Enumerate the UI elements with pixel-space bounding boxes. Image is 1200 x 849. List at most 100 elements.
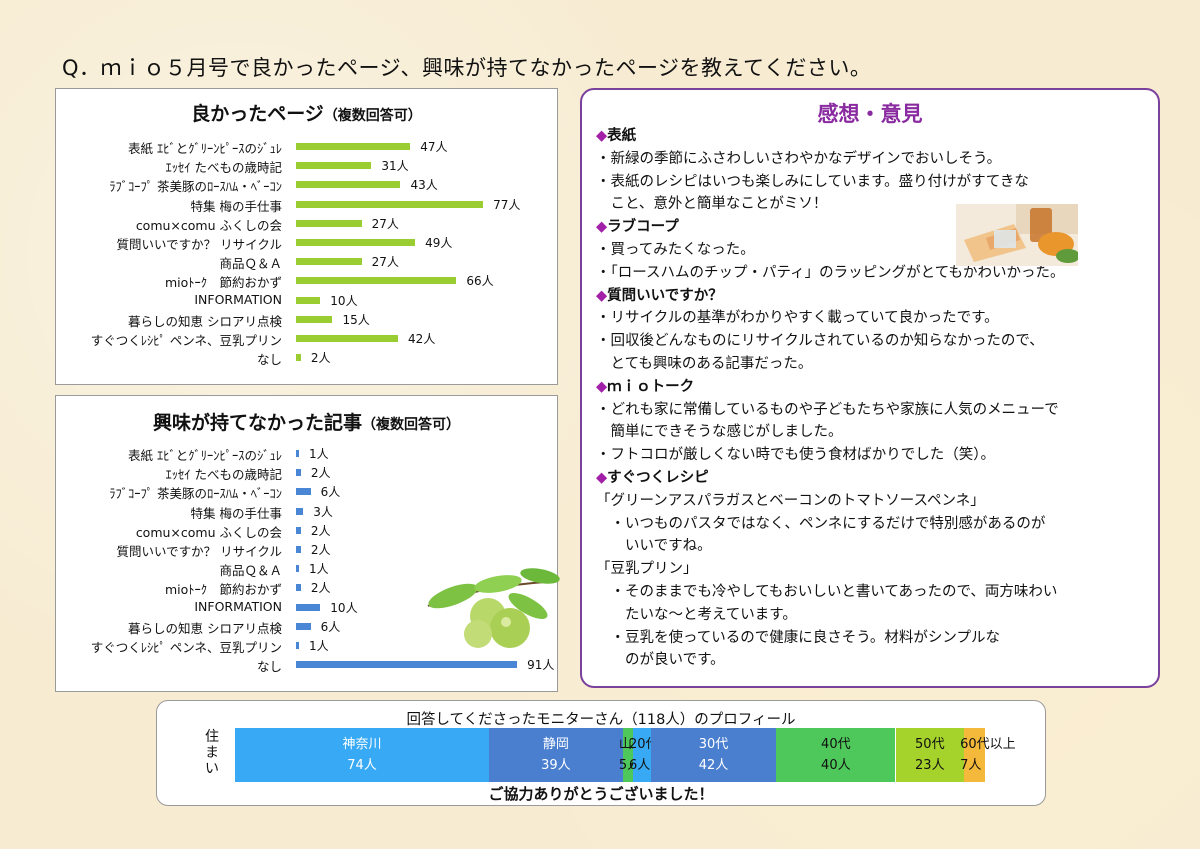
good-chart-value-label: 27人 <box>371 216 399 231</box>
profile-segment-label: 神奈川 74人 <box>235 734 489 776</box>
profile-segment-value: 7人 <box>960 758 982 773</box>
good-chart-bar <box>296 354 301 362</box>
good-chart-category-label: 商品Ｑ＆Ａ <box>219 256 282 272</box>
comment-heading-text: ラブコープ <box>607 219 679 236</box>
good-chart-category-label: mioﾄｰｸ 節約おかず <box>164 275 282 291</box>
bad-chart-value-label: 2人 <box>310 523 331 538</box>
good-chart-category-label: すぐつくﾚｼﾋﾟ ペンネ、豆乳プリン <box>90 333 282 348</box>
profile-segment-name: 50代 <box>915 737 945 752</box>
bad-chart-value-label: 2人 <box>310 466 331 481</box>
profile-segment <box>776 728 896 782</box>
bad-chart-value-label: 10人 <box>330 600 358 615</box>
good-chart-bar <box>296 258 362 266</box>
good-chart-value-label: 42人 <box>408 332 436 346</box>
good-chart-value-label: 43人 <box>410 178 438 193</box>
comment-heading-text: 表紙 <box>607 128 637 144</box>
bad-chart-bar <box>296 546 301 553</box>
bad-chart-bar <box>296 584 301 592</box>
good-chart-bar <box>296 162 372 170</box>
bad-chart-category-label: なし <box>256 659 282 675</box>
good-chart-bar <box>296 143 411 150</box>
good-chart-value-label: 77人 <box>493 197 521 212</box>
comment-line: ・回収後どんなものにリサイクルされているのか知らなかったので、 <box>596 333 1044 350</box>
good-chart-value-label: 10人 <box>330 293 358 308</box>
comment-line: ・そのままでも冷やしてもおいしいと書いてあったので、両方味わい <box>596 584 1058 600</box>
comment-line: ・リサイクルの基準がわかりやすく載っていて良かったです。 <box>596 310 999 327</box>
good-chart-value-label: 66人 <box>466 274 494 289</box>
bad-chart-value-label: 3人 <box>313 504 333 519</box>
profile-segment-value: 23人 <box>915 758 945 773</box>
bad-chart-value-label: 91人 <box>527 658 555 673</box>
comment-line: とても興味のある記事だった。 <box>596 356 813 372</box>
profile-segment-name: 神奈川 <box>342 737 382 752</box>
bad-chart-value-label: 2人 <box>310 581 331 596</box>
comment-line: ・豆乳を使っているので健康に良さそう。材料がシンプルな <box>596 629 1000 646</box>
profile-segment <box>488 728 623 782</box>
bad-chart-value-label: 1人 <box>309 447 329 461</box>
profile-segment-name: 60代以上 <box>960 737 1016 752</box>
profile-segment <box>964 728 985 782</box>
good-chart-category-label: なし <box>256 352 282 368</box>
diamond-bullet-icon: ◆ <box>596 470 608 486</box>
bad-chart-bar <box>296 450 299 457</box>
good-chart-category-label: comu×comu ふくしの会 <box>135 217 282 233</box>
profile-segment <box>633 728 651 782</box>
comments-panel: 感想・意見 ◆表紙 ・新緑の季節にふさわしいさわやかなデザインでおいしそう。 ・表紙… <box>580 88 1160 688</box>
bad-chart-bar <box>296 507 304 515</box>
good-chart-value-label: 15人 <box>342 312 370 327</box>
good-chart-category-label: ｴｯｾｲ たべもの歳時記 <box>165 160 282 176</box>
comment-line: ・どれも家に常備しているものや子どもたちや家族に人気のメニューで <box>596 401 1059 418</box>
profile-segment <box>235 728 489 782</box>
profile-segment-value: 42人 <box>698 758 729 773</box>
comment-line: いいですね。 <box>596 538 712 555</box>
bad-chart-bar <box>296 642 299 649</box>
bad-chart-bar <box>296 603 321 611</box>
bad-chart-category-label: 特集 梅の手仕事 <box>190 505 282 521</box>
profile-segment-value: 40人 <box>821 758 851 773</box>
bad-chart-category-label: mioﾄｰｸ 節約おかず <box>164 582 282 598</box>
profile-segment-label: 40代 40人 <box>776 734 895 776</box>
profile-segment <box>650 728 777 782</box>
good-chart-title: 良かったページ <box>191 103 324 125</box>
bad-chart-bar <box>296 565 299 573</box>
bad-chart-value-label: 1人 <box>309 562 329 577</box>
profile-segment-value: 74人 <box>347 758 377 773</box>
profile-segment <box>895 728 965 782</box>
bad-chart-category-label: すぐつくﾚｼﾋﾟ ペンネ、豆乳プリン <box>90 640 282 655</box>
good-chart-bar <box>296 296 321 304</box>
good-chart-bar <box>296 181 401 189</box>
bad-chart-category-label: INFORMATION <box>194 598 282 614</box>
comment-line: ・「ロースハムのチップ・パティ」のラッピングがとてもかわいかった。 <box>596 264 1065 281</box>
bad-chart-category-label: 暮らしの知恵 シロアリ点検 <box>128 620 282 636</box>
diamond-bullet-icon: ◆ <box>596 219 608 236</box>
diamond-bullet-icon: ◆ <box>596 128 608 144</box>
comment-heading: ◆すぐつくレシピ <box>596 468 709 488</box>
good-chart-value-label: 47人 <box>420 140 448 154</box>
profile-panel: 回答してくださったモニターさん（118人）のプロフィール 住まい 年代 神奈川7… <box>156 700 1046 806</box>
comment-line: のが良いです。 <box>596 652 725 669</box>
comment-heading-text: ｍｉｏトーク <box>607 378 695 395</box>
good-chart-bar <box>296 239 416 246</box>
comment-heading: ◆表紙 <box>596 126 636 146</box>
good-pages-chart-panel: 良かったページ（複数回答可） 表紙 ｴﾋﾞとｸﾞﾘｰﾝﾋﾟｰｽのｼﾞｭﾚ 47人 ｴ… <box>55 88 558 385</box>
comment-heading: ◆ラブコープ <box>596 217 679 237</box>
good-chart-category-label: 暮らしの知恵 シロアリ点検 <box>128 313 282 329</box>
bad-chart-value-label: 1人 <box>309 639 329 653</box>
bad-chart-bar <box>296 661 518 669</box>
profile-title: 回答してくださったモニターさん（118人）のプロフィール <box>406 712 796 728</box>
profile-segment-value: 39人 <box>541 758 571 773</box>
comment-line: ・買ってみたくなった。 <box>596 242 755 258</box>
bad-chart-bar <box>296 526 301 534</box>
good-chart-value-label: 2人 <box>310 351 331 366</box>
bad-chart-category-label: ﾗﾌﾞｺｰﾌﾟ 茶美豚のﾛｰｽﾊﾑ・ﾍﾞｰｺﾝ <box>109 486 282 502</box>
profile-segment-name: 静岡 <box>542 737 569 752</box>
good-chart-value-label: 49人 <box>425 236 453 250</box>
bad-chart-bar <box>296 488 311 496</box>
residence-label: 住まい <box>205 729 219 777</box>
profile-segment-label: 50代 23人 <box>896 734 965 776</box>
comment-line: 「豆乳プリン」 <box>596 561 698 578</box>
good-chart-category-label: 表紙 ｴﾋﾞとｸﾞﾘｰﾝﾋﾟｰｽのｼﾞｭﾚ <box>128 141 282 156</box>
comment-line: ・新緑の季節にふさわしいさわやかなデザインでおいしそう。 <box>596 150 1002 167</box>
comment-line: こと、意外と簡単なことがミソ！ <box>596 196 828 213</box>
comment-heading-text: すぐつくレシピ <box>607 470 709 486</box>
